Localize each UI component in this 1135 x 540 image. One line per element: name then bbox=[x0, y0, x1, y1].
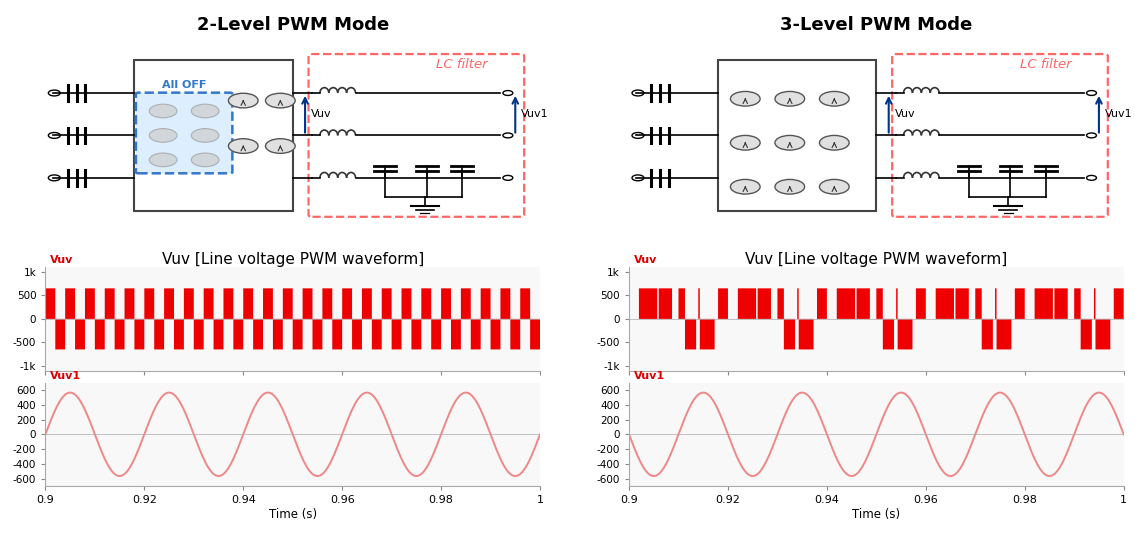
Text: 3-Level PWM Mode: 3-Level PWM Mode bbox=[780, 16, 973, 33]
X-axis label: Time (s): Time (s) bbox=[269, 508, 317, 521]
Circle shape bbox=[266, 139, 295, 153]
Circle shape bbox=[1086, 176, 1096, 180]
Circle shape bbox=[150, 129, 177, 142]
Text: LC filter: LC filter bbox=[1020, 58, 1071, 71]
Text: Vuv: Vuv bbox=[311, 109, 331, 119]
Title: Vuv [Line voltage PWM waveform]: Vuv [Line voltage PWM waveform] bbox=[161, 252, 423, 267]
Circle shape bbox=[228, 93, 258, 108]
Text: 2-Level PWM Mode: 2-Level PWM Mode bbox=[196, 16, 389, 33]
Circle shape bbox=[1086, 91, 1096, 96]
Circle shape bbox=[819, 91, 849, 106]
Circle shape bbox=[819, 136, 849, 150]
Title: Vuv [Line voltage PWM waveform]: Vuv [Line voltage PWM waveform] bbox=[746, 252, 1008, 267]
Circle shape bbox=[775, 179, 805, 194]
Text: Vuv: Vuv bbox=[894, 109, 915, 119]
Text: Vuv1: Vuv1 bbox=[50, 370, 82, 381]
Bar bbox=[718, 60, 876, 211]
Circle shape bbox=[150, 104, 177, 118]
Circle shape bbox=[49, 175, 60, 181]
Text: Vuv1: Vuv1 bbox=[1104, 109, 1133, 119]
Circle shape bbox=[49, 132, 60, 138]
Text: LC filter: LC filter bbox=[436, 58, 488, 71]
Circle shape bbox=[503, 91, 513, 96]
Circle shape bbox=[632, 175, 644, 181]
Circle shape bbox=[192, 104, 219, 118]
Circle shape bbox=[731, 136, 760, 150]
Circle shape bbox=[503, 176, 513, 180]
Circle shape bbox=[731, 91, 760, 106]
Text: Vuv1: Vuv1 bbox=[634, 370, 665, 381]
Circle shape bbox=[266, 93, 295, 108]
Text: Vuv1: Vuv1 bbox=[521, 109, 549, 119]
Circle shape bbox=[632, 90, 644, 96]
Text: All OFF: All OFF bbox=[162, 80, 207, 90]
Circle shape bbox=[192, 153, 219, 167]
Text: Vuv: Vuv bbox=[634, 255, 657, 265]
Circle shape bbox=[228, 139, 258, 153]
Circle shape bbox=[632, 132, 644, 138]
Circle shape bbox=[819, 179, 849, 194]
Circle shape bbox=[775, 91, 805, 106]
Circle shape bbox=[503, 133, 513, 138]
X-axis label: Time (s): Time (s) bbox=[852, 508, 900, 521]
Circle shape bbox=[150, 153, 177, 167]
Circle shape bbox=[731, 179, 760, 194]
FancyBboxPatch shape bbox=[136, 93, 233, 173]
Circle shape bbox=[775, 136, 805, 150]
Circle shape bbox=[1086, 133, 1096, 138]
Text: Vuv: Vuv bbox=[50, 255, 74, 265]
Circle shape bbox=[192, 129, 219, 142]
Bar bbox=[134, 60, 293, 211]
Circle shape bbox=[49, 90, 60, 96]
